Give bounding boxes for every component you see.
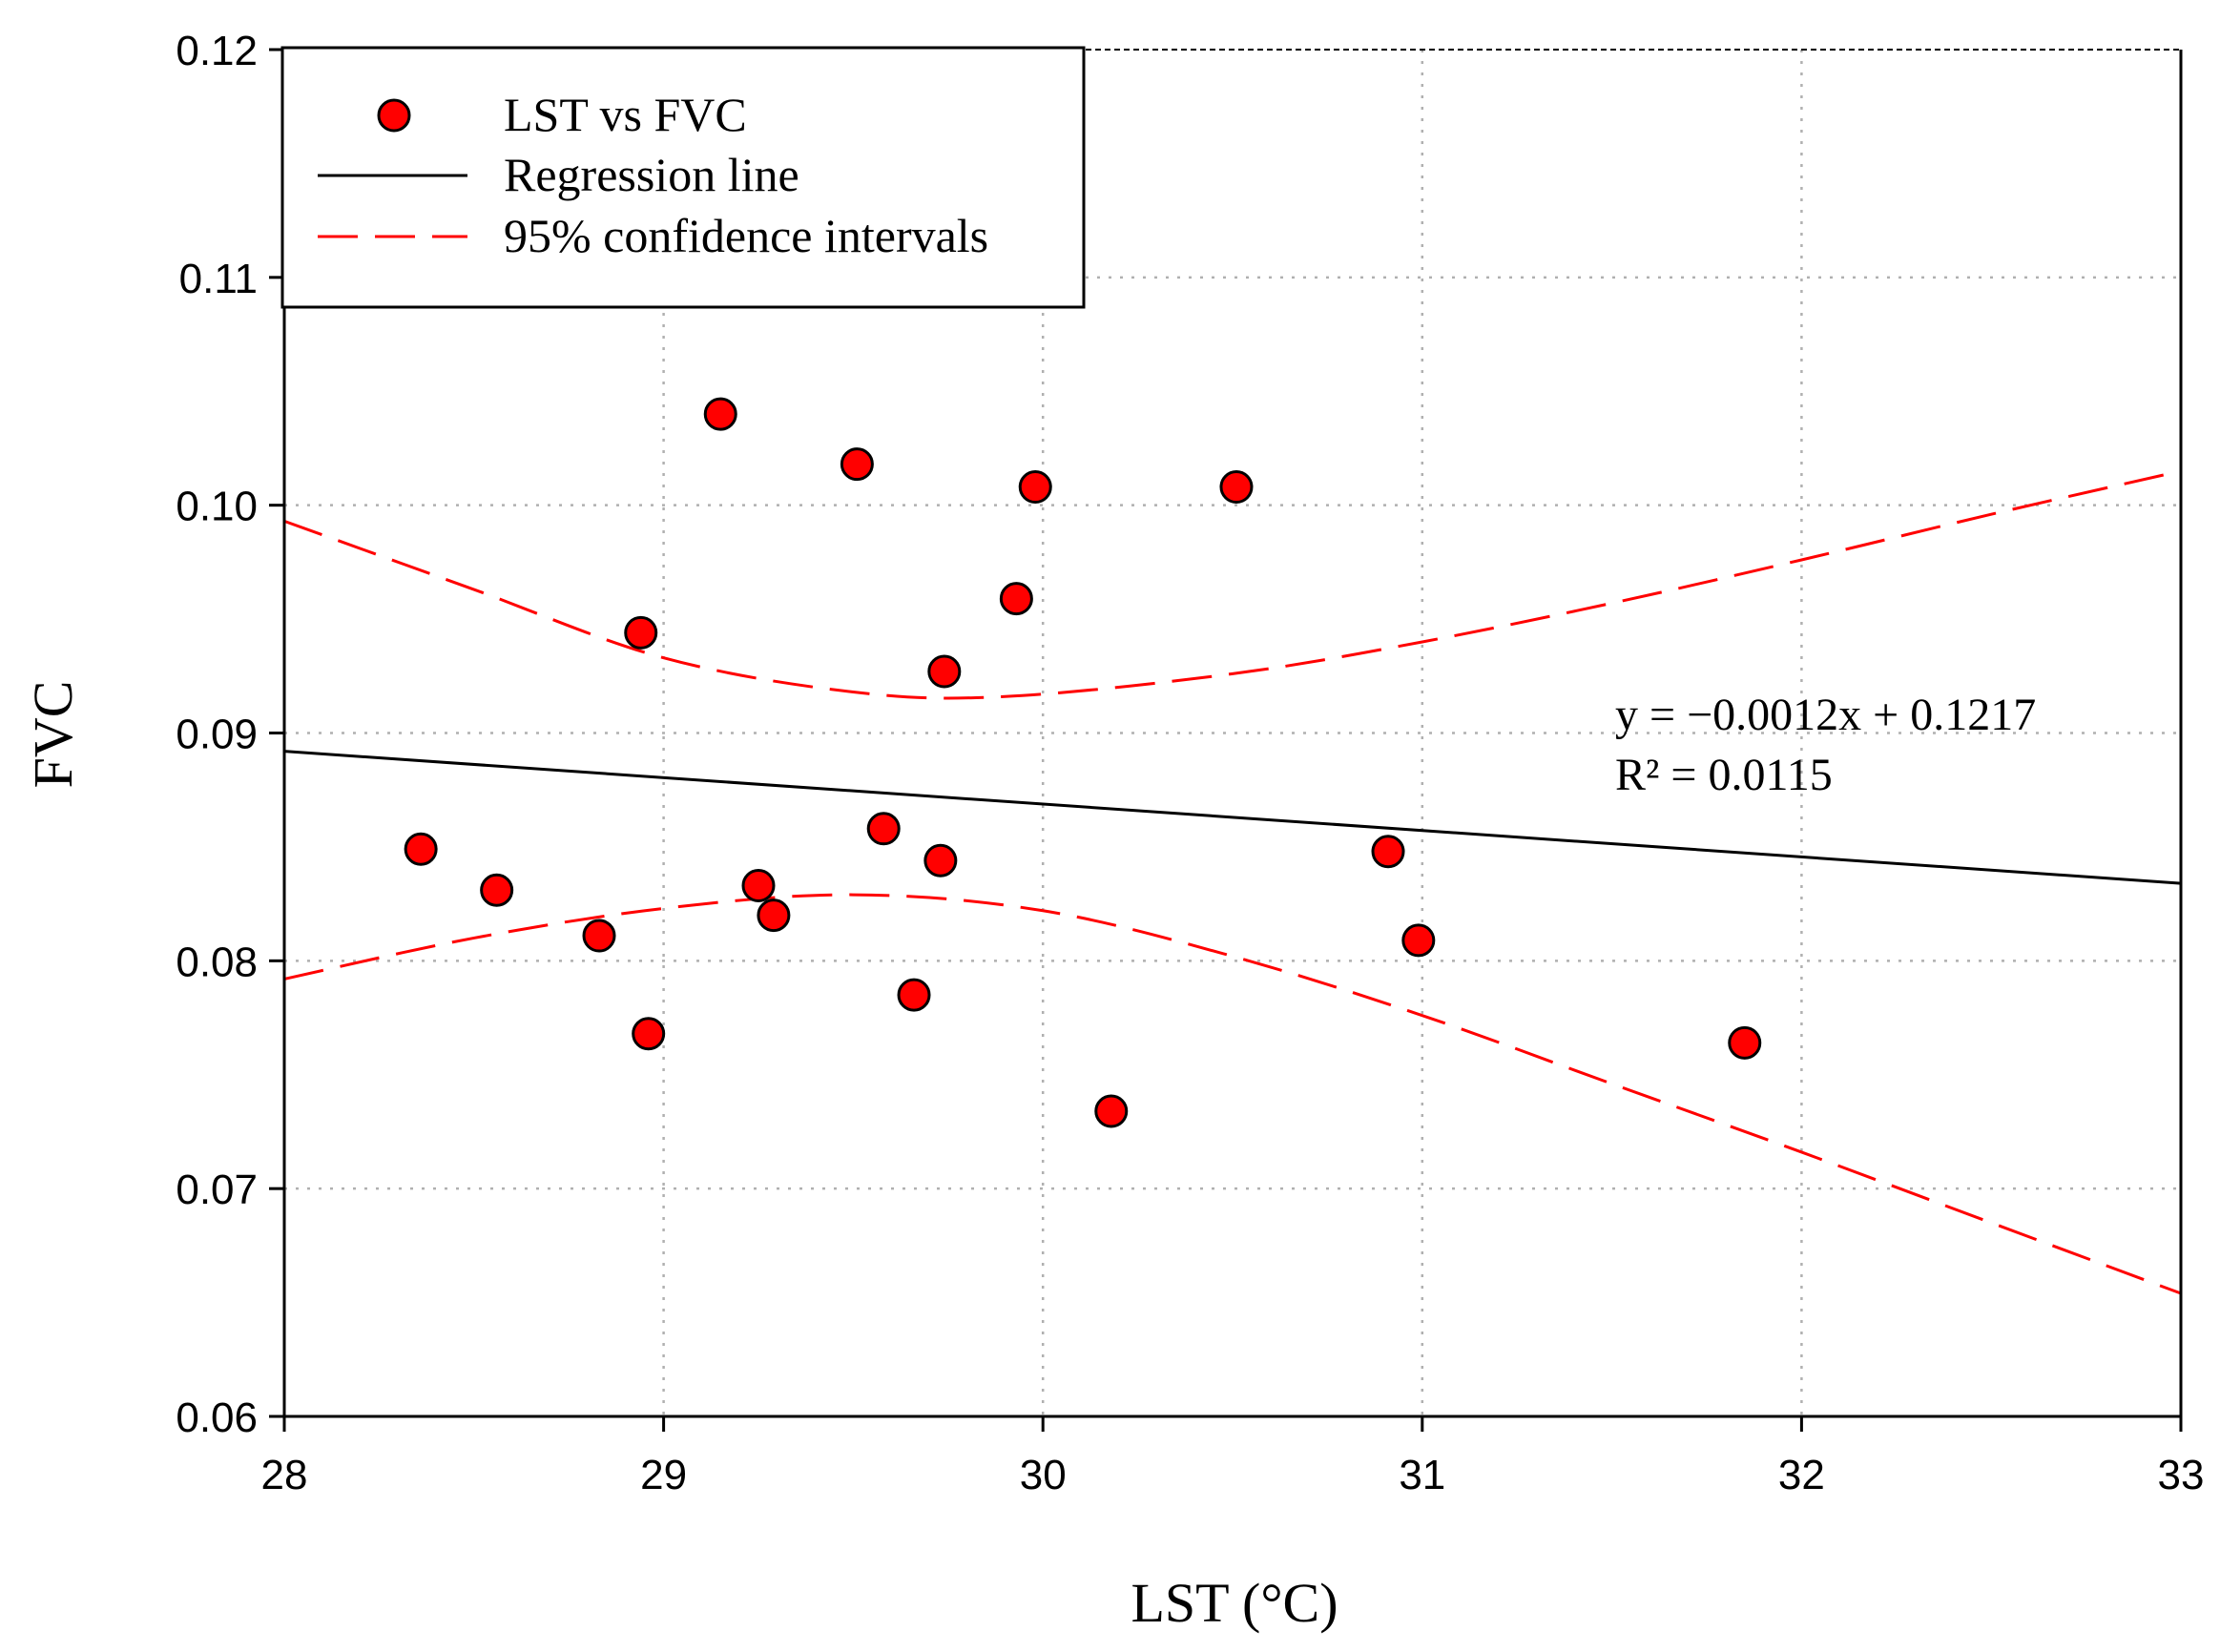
x-axis-title: LST (°C) xyxy=(1131,1572,1338,1634)
legend-label-regression: Regression line xyxy=(504,148,799,201)
ci-lower-curve xyxy=(283,893,2182,1295)
data-point xyxy=(923,843,958,878)
x-tick-label: 29 xyxy=(640,1452,687,1498)
y-tick-label: 0.08 xyxy=(176,939,258,985)
regression-equation: y = −0.0012x + 0.1217 xyxy=(1615,690,2036,740)
y-tick-label: 0.10 xyxy=(176,484,258,530)
legend-label-ci: 95% confidence intervals xyxy=(504,209,988,262)
x-tick-label: 33 xyxy=(2158,1452,2205,1498)
axes: 28 29 30 31 32 33 0.06 0.07 0.08 0.09 0.10 0.11 0.12 xyxy=(176,28,2204,1498)
r-squared: R² = 0.0115 xyxy=(1615,750,1833,800)
y-tick-label: 0.09 xyxy=(176,712,258,758)
plot-area xyxy=(283,397,2182,1295)
data-point xyxy=(866,812,901,846)
y-tick-label: 0.06 xyxy=(176,1394,258,1441)
data-point xyxy=(927,654,962,689)
data-point xyxy=(741,869,776,903)
data-point xyxy=(624,615,658,650)
x-tick-label: 31 xyxy=(1399,1452,1445,1498)
data-point xyxy=(480,873,514,907)
data-point xyxy=(1219,470,1254,505)
data-point xyxy=(404,832,438,866)
data-point xyxy=(582,919,616,953)
x-tick-label: 32 xyxy=(1778,1452,1825,1498)
y-tick-label: 0.12 xyxy=(176,28,258,74)
legend: LST vs FVC Regression line 95% confidenc… xyxy=(280,46,1086,309)
data-point xyxy=(1094,1094,1129,1128)
data-point xyxy=(897,978,931,1012)
legend-point-marker xyxy=(377,98,411,133)
data-point xyxy=(840,447,874,482)
data-point xyxy=(757,898,791,933)
data-point xyxy=(703,397,737,431)
data-point xyxy=(1401,923,1436,958)
y-tick-label: 0.11 xyxy=(179,256,258,302)
legend-label-points: LST vs FVC xyxy=(504,88,747,141)
data-point xyxy=(1728,1025,1762,1060)
x-tick-label: 30 xyxy=(1020,1452,1067,1498)
ci-upper-curve xyxy=(283,469,2182,700)
data-point xyxy=(1371,835,1405,869)
y-tick-label: 0.07 xyxy=(176,1167,258,1213)
data-point xyxy=(1018,470,1052,505)
data-point xyxy=(999,582,1033,616)
regression-line xyxy=(283,750,2182,885)
x-tick-label: 28 xyxy=(261,1452,308,1498)
y-axis-title: FVC xyxy=(22,681,84,789)
data-point xyxy=(632,1017,666,1051)
legend-box xyxy=(280,46,1086,309)
